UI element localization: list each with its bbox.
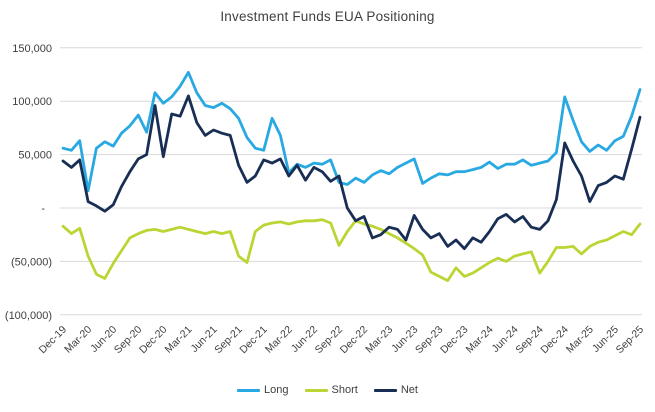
- y-tick-label: 100,000: [12, 96, 52, 108]
- x-tick-label: Dec-20: [137, 324, 170, 357]
- short-line-swatch-icon: [304, 388, 328, 392]
- x-tick-label: Dec-24: [538, 324, 571, 357]
- legend-label-long: Long: [264, 384, 289, 396]
- x-axis-labels: Dec-19Mar-20Jun-20Sep-20Dec-20Mar-21Jun-…: [37, 324, 647, 357]
- y-tick-label: 50,000: [18, 150, 52, 162]
- chart-title: Investment Funds EUA Positioning: [220, 9, 435, 24]
- y-tick-label: 150,000: [12, 43, 52, 55]
- legend-item-long: Long: [237, 384, 289, 396]
- x-tick-label: Mar-23: [363, 324, 395, 356]
- gridlines: [60, 47, 642, 316]
- x-tick-label: Mar-24: [464, 324, 496, 356]
- x-tick-label: Mar-21: [163, 324, 195, 356]
- x-tick-label: Dec-19: [37, 324, 70, 357]
- series-line-short: [61, 218, 642, 282]
- y-tick-label: -: [41, 203, 45, 215]
- legend-label-short: Short: [331, 384, 358, 396]
- legend-label-net: Net: [400, 384, 418, 396]
- chart-legend: Long Short Net: [0, 384, 655, 396]
- y-tick-label: (100,000): [5, 310, 52, 322]
- legend-item-short: Short: [304, 384, 358, 396]
- x-tick-label: Dec-22: [338, 324, 371, 357]
- x-tick-label: Mar-20: [62, 324, 94, 356]
- series-line-net: [61, 94, 642, 250]
- x-tick-label: Mar-25: [564, 324, 596, 356]
- series-line-long: [61, 71, 642, 193]
- y-tick-label: (50,000): [11, 256, 52, 268]
- x-tick-label: Mar-22: [263, 324, 295, 356]
- x-tick-label: Sep-25: [614, 324, 647, 357]
- net-line-swatch-icon: [373, 388, 397, 392]
- long-line-swatch-icon: [237, 388, 261, 392]
- y-axis-labels: 150,000 100,000 50,000 - (50,000) (100,000): [5, 43, 52, 322]
- legend-item-net: Net: [373, 384, 418, 396]
- x-tick-label: Dec-21: [237, 324, 270, 357]
- x-tick-label: Dec-23: [438, 324, 471, 357]
